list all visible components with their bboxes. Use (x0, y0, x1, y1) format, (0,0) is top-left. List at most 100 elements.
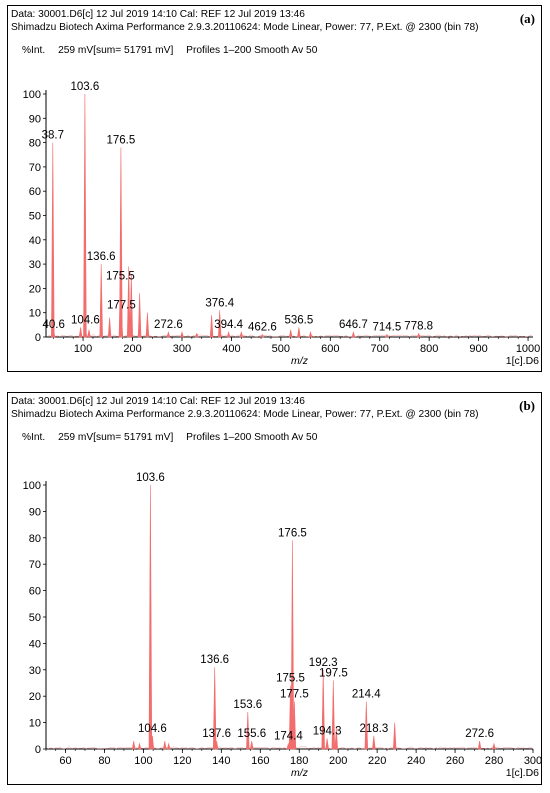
x-tick-label: 500 (272, 343, 290, 355)
peak-label: 194.3 (313, 725, 342, 737)
spectrum-peak (214, 741, 219, 750)
y-tick-label: 10 (29, 718, 41, 730)
spectrum-peak (477, 741, 482, 750)
spectrum-peak (416, 332, 421, 338)
spectrum-peak (126, 266, 131, 338)
y-tick-label: 20 (29, 691, 41, 703)
y-tick-label: 80 (29, 138, 41, 150)
y-tick-label: 100 (23, 89, 41, 101)
spectrum-peak (166, 742, 171, 750)
peak-label: 714.5 (373, 322, 402, 334)
y-tick-label: 70 (29, 559, 41, 571)
peak-label: 214.4 (352, 688, 381, 700)
x-tick-label: 220 (368, 755, 386, 767)
spectrum-peak (150, 735, 155, 750)
spectrum-peak (364, 701, 369, 750)
x-axis-label: m/z (291, 355, 309, 367)
y-tick-label: 0 (35, 332, 41, 344)
peak-label: 536.5 (285, 314, 314, 326)
panel-label: (b) (519, 398, 535, 413)
peak-label: 462.6 (248, 322, 277, 334)
peak-label: 175.5 (276, 673, 305, 685)
spectrum-peak (212, 667, 217, 750)
spectrum-peak (131, 741, 136, 750)
header-intensity-line: %Int. 259 mV[sum= 51791 mV] Profiles 1–2… (22, 45, 327, 56)
x-tick-label: 280 (485, 755, 503, 767)
x-tick-label: 900 (469, 343, 487, 355)
y-tick-label: 50 (29, 612, 41, 624)
peak-label: 104.6 (138, 723, 167, 735)
y-tick-label: 80 (29, 533, 41, 545)
peak-label: 197.5 (319, 667, 348, 679)
peak-label: 40.6 (43, 319, 65, 331)
y-tick-label: 40 (29, 638, 41, 650)
peak-label: 136.6 (87, 251, 116, 263)
spectrum-peak (334, 727, 339, 750)
x-tick-label: 200 (123, 343, 141, 355)
spectrum-peak (372, 735, 376, 750)
peak-label: 177.5 (107, 300, 136, 312)
y-tick-label: 10 (29, 308, 41, 320)
x-tick-label: 200 (329, 755, 347, 767)
x-tick-label: 700 (371, 343, 389, 355)
y-tick-label: 0 (35, 744, 41, 756)
peak-label: 376.4 (205, 297, 234, 309)
spectrum-peak (492, 742, 496, 750)
header-instrument-line: Shimadzu Biotech Axima Performance 2.9.3… (11, 22, 479, 33)
spectrum-peak (78, 327, 83, 338)
spectrum-chart-b: 60 80 100 120 140 160 180 200 220 240 260 280 300 0 10… (23, 472, 543, 779)
spectrum-peak (351, 331, 356, 338)
spectrum-peak (226, 331, 231, 338)
x-tick-label: 800 (420, 343, 438, 355)
panel-label: (a) (519, 11, 535, 26)
y-tick-label: 60 (29, 586, 41, 598)
spectrum-peak (107, 317, 112, 338)
spectrum-peak (246, 711, 250, 750)
profiles-text: Profiles 1–200 Smooth Av 50 (186, 45, 318, 56)
spectrum-panel-b: Data: 30001.D6[c] 12 Jul 2019 14:10 Cal:… (7, 392, 542, 785)
spectrum-peak (83, 327, 88, 338)
spectrum-peak (290, 540, 295, 750)
peak-label: 174.4 (274, 731, 303, 743)
y-tick-label: 40 (29, 235, 41, 247)
peak-label: 646.7 (339, 319, 368, 331)
peak-label: 272.6 (465, 728, 494, 740)
spectrum-peak (288, 329, 293, 338)
x-tick-label: 180 (290, 755, 308, 767)
peak-label: 176.5 (278, 527, 307, 539)
peak-label: 192.3 (309, 657, 338, 669)
x-tick-label: 300 (524, 755, 542, 767)
x-axis-label: m/z (291, 767, 309, 779)
x-tick-label: 80 (98, 755, 110, 767)
peak-label: 177.5 (280, 688, 309, 700)
peak-label: 103.6 (70, 81, 99, 93)
y-tick-label: 90 (29, 506, 41, 518)
file-corner-label: 1[c].D6 (506, 767, 539, 779)
x-tick-label: 100 (74, 343, 92, 355)
spectrum-peak (292, 701, 297, 750)
peak-label: 176.5 (107, 134, 136, 146)
spectrum-peak (99, 264, 103, 338)
spectrum-peak (331, 680, 336, 750)
peak-label: 778.8 (404, 320, 433, 332)
y-axis-label: %Int. (22, 432, 46, 443)
spectrum-peak (325, 738, 329, 750)
peak-label: 153.6 (233, 699, 262, 711)
peak-label: 38.7 (42, 130, 64, 142)
spectrum-peak (239, 331, 244, 338)
intensity-text: 259 mV[sum= 51791 mV] (58, 432, 174, 443)
file-corner-label: 1[c].D6 (506, 355, 539, 367)
peak-label: 136.6 (200, 654, 229, 666)
x-tick-label: 100 (134, 755, 152, 767)
peak-label: 272.6 (154, 319, 183, 331)
header-data-line: Data: 30001.D6[c] 12 Jul 2019 14:10 Cal:… (11, 9, 305, 20)
intensity-text: 259 mV[sum= 51791 mV] (58, 45, 174, 56)
spectrum-peak (217, 310, 222, 338)
profiles-text: Profiles 1–200 Smooth Av 50 (186, 432, 318, 443)
x-tick-label: 260 (446, 755, 464, 767)
spectrum-peak (321, 669, 325, 750)
x-tick-label: 140 (212, 755, 230, 767)
x-tick-label: 1000 (516, 343, 540, 355)
x-tick-label: 300 (173, 343, 191, 355)
spectrum-peak (249, 741, 254, 750)
